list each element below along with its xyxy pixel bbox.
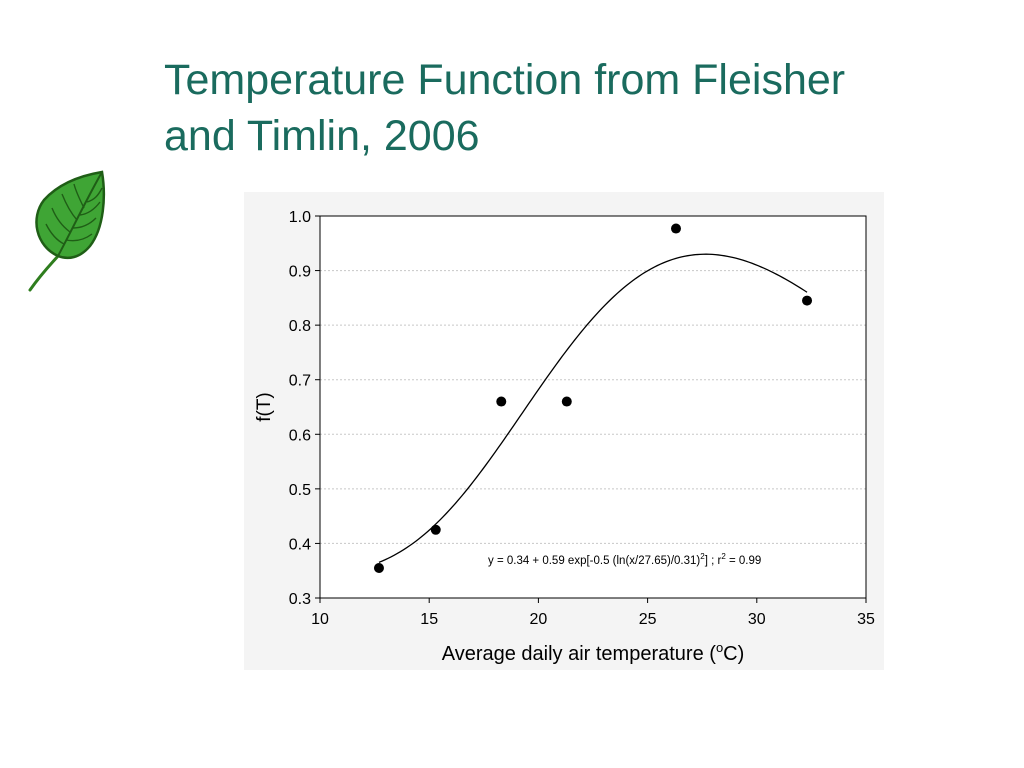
fit-equation: y = 0.34 + 0.59 exp[-0.5 (ln(x/27.65)/0.…	[488, 552, 762, 567]
data-point	[561, 396, 572, 407]
x-tick-label: 25	[639, 611, 657, 628]
data-point	[496, 396, 507, 407]
chart-panel: 10 15 20 25 30 35 0.3 0.4 0.5 0.6 0.7 0.8 0.9 1.0 Av…	[244, 192, 884, 670]
data-point	[670, 223, 681, 234]
x-tick-label: 30	[748, 611, 766, 628]
data-point	[430, 524, 441, 535]
data-points	[373, 223, 813, 573]
x-tick-label: 35	[857, 611, 875, 628]
y-tick-label: 0.3	[289, 591, 311, 608]
x-tick-label: 10	[311, 611, 329, 628]
y-axis-ticks: 0.3 0.4 0.5 0.6 0.7 0.8 0.9 1.0	[289, 209, 320, 608]
plot-area	[320, 216, 866, 598]
slide-title-line-1: Temperature Function from Fleisher	[164, 56, 846, 104]
data-point	[802, 295, 813, 306]
leaf-icon	[28, 170, 106, 292]
plot-frame	[319, 215, 867, 599]
y-axis-label: f(T)	[254, 392, 275, 422]
slide-title-line-2: and Timlin, 2006	[164, 112, 480, 160]
y-tick-label: 0.5	[289, 482, 311, 499]
grid-lines	[320, 216, 866, 598]
data-point	[373, 562, 384, 573]
x-tick-label: 20	[530, 611, 548, 628]
y-tick-label: 0.7	[289, 373, 311, 390]
y-tick-label: 1.0	[289, 209, 311, 226]
y-tick-label: 0.8	[289, 318, 311, 335]
y-tick-label: 0.6	[289, 427, 311, 444]
y-tick-label: 0.4	[289, 536, 311, 553]
x-tick-label: 15	[420, 611, 438, 628]
slide-title: Temperature Function from Fleisher and T…	[164, 52, 944, 164]
x-axis-label: Average daily air temperature (oC)	[442, 640, 745, 665]
temperature-function-chart: 10 15 20 25 30 35 0.3 0.4 0.5 0.6 0.7 0.8 0.9 1.0 Av…	[244, 192, 884, 670]
y-tick-label: 0.9	[289, 264, 311, 281]
fit-curve	[378, 253, 808, 563]
x-axis-ticks: 10 15 20 25 30 35	[311, 598, 875, 628]
